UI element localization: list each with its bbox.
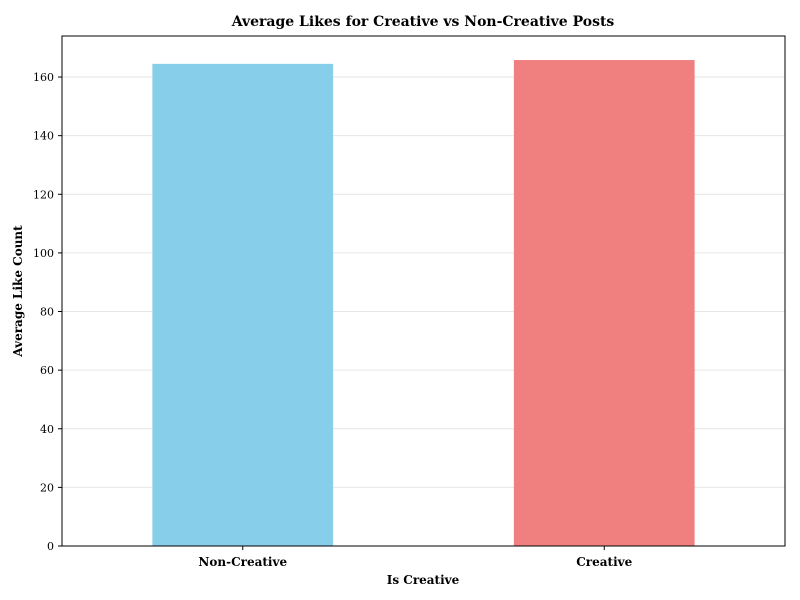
y-tick-label: 60 [40, 364, 54, 377]
x-axis-ticks: Non-Creative Creative [198, 546, 633, 569]
plot-frame [61, 35, 786, 547]
y-axis-label: Average Like Count [11, 225, 25, 358]
bars-group [152, 60, 695, 547]
y-tick-label: 40 [40, 423, 54, 436]
y-tick-label: 120 [33, 188, 54, 201]
bar-non-creative [152, 63, 334, 547]
y-tick-label: 0 [47, 540, 54, 553]
y-tick-label: 100 [33, 247, 54, 260]
y-axis-ticks: 0 20 40 60 80 100 120 140 160 [33, 71, 62, 553]
x-tick-label: Non-Creative [198, 555, 287, 569]
x-tick-label: Creative [576, 555, 632, 569]
y-tick-label: 160 [33, 71, 54, 84]
y-tick-label: 140 [33, 130, 54, 143]
bar-creative [513, 60, 695, 546]
x-axis-label: Is Creative [387, 573, 460, 587]
y-tick-label: 20 [40, 481, 54, 494]
y-tick-label: 80 [40, 306, 54, 319]
chart-title: Average Likes for Creative vs Non-Creati… [231, 14, 615, 30]
